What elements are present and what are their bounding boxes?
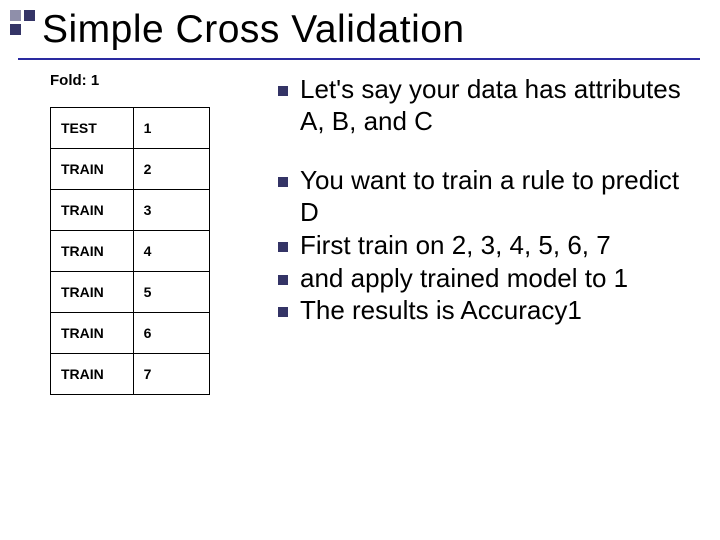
row-label: TRAIN xyxy=(51,272,134,313)
bullet-item: and apply trained model to 1 xyxy=(278,263,702,295)
decor-square-tl xyxy=(10,10,21,21)
bullet-item: The results is Accuracy1 xyxy=(278,295,702,327)
bullet-icon xyxy=(278,307,288,317)
left-column: Fold: 1 TEST1 TRAIN2 TRAIN3 TRAIN4 TRAIN… xyxy=(44,72,254,395)
fold-table: TEST1 TRAIN2 TRAIN3 TRAIN4 TRAIN5 TRAIN6… xyxy=(50,107,210,395)
bullet-icon xyxy=(278,242,288,252)
bullet-icon xyxy=(278,86,288,96)
table-row: TRAIN2 xyxy=(51,149,210,190)
content-area: Fold: 1 TEST1 TRAIN2 TRAIN3 TRAIN4 TRAIN… xyxy=(0,60,720,395)
row-num: 2 xyxy=(133,149,209,190)
row-label: TRAIN xyxy=(51,231,134,272)
bullet-group-1: Let's say your data has attributes A, B,… xyxy=(278,74,702,137)
row-label: TRAIN xyxy=(51,190,134,231)
bullet-text: and apply trained model to 1 xyxy=(300,263,628,295)
bullet-text: You want to train a rule to predict D xyxy=(300,165,702,228)
row-num: 3 xyxy=(133,190,209,231)
row-num: 4 xyxy=(133,231,209,272)
fold-label: Fold: 1 xyxy=(50,72,254,89)
fold-table-body: TEST1 TRAIN2 TRAIN3 TRAIN4 TRAIN5 TRAIN6… xyxy=(51,108,210,395)
table-row: TRAIN6 xyxy=(51,313,210,354)
right-column: Let's say your data has attributes A, B,… xyxy=(254,72,702,395)
bullet-group-2: You want to train a rule to predict D Fi… xyxy=(278,165,702,327)
table-row: TRAIN3 xyxy=(51,190,210,231)
row-num: 5 xyxy=(133,272,209,313)
slide-title: Simple Cross Validation xyxy=(42,8,720,52)
bullet-icon xyxy=(278,177,288,187)
bullet-text: Let's say your data has attributes A, B,… xyxy=(300,74,702,137)
bullet-text: First train on 2, 3, 4, 5, 6, 7 xyxy=(300,230,611,262)
bullet-item: First train on 2, 3, 4, 5, 6, 7 xyxy=(278,230,702,262)
bullet-icon xyxy=(278,275,288,285)
table-row: TEST1 xyxy=(51,108,210,149)
row-label: TRAIN xyxy=(51,313,134,354)
bullet-item: You want to train a rule to predict D xyxy=(278,165,702,228)
decor-square-tr xyxy=(24,10,35,21)
bullet-item: Let's say your data has attributes A, B,… xyxy=(278,74,702,137)
title-container: Simple Cross Validation xyxy=(0,0,720,56)
row-label: TRAIN xyxy=(51,354,134,395)
table-row: TRAIN4 xyxy=(51,231,210,272)
row-num: 1 xyxy=(133,108,209,149)
decor-square-bl xyxy=(10,24,21,35)
corner-decoration xyxy=(10,10,38,38)
bullet-text: The results is Accuracy1 xyxy=(300,295,582,327)
row-label: TRAIN xyxy=(51,149,134,190)
row-num: 6 xyxy=(133,313,209,354)
row-num: 7 xyxy=(133,354,209,395)
table-row: TRAIN5 xyxy=(51,272,210,313)
table-row: TRAIN7 xyxy=(51,354,210,395)
row-label: TEST xyxy=(51,108,134,149)
